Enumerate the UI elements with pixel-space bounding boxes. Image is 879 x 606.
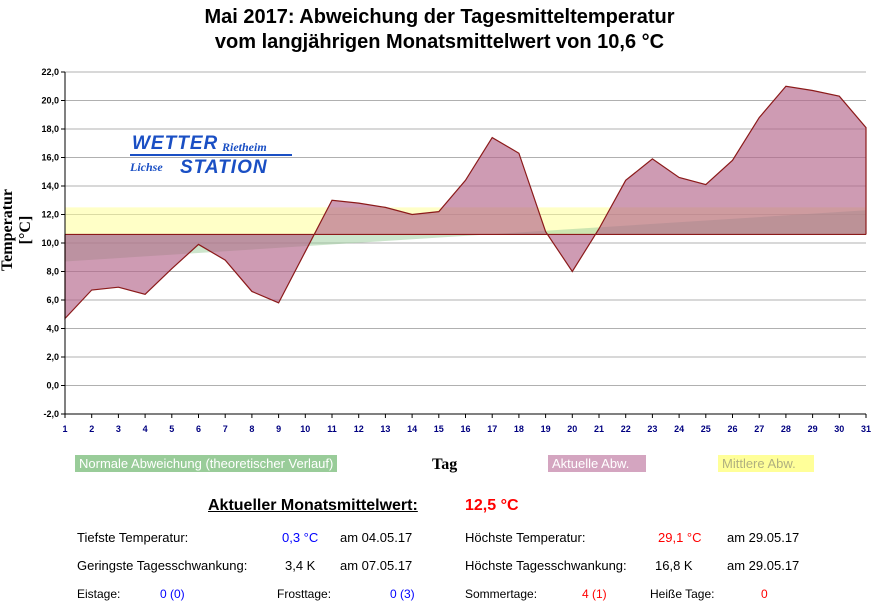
y-tick-label: 0,0 (46, 381, 59, 391)
mean-value: 12,5 °C (465, 497, 519, 514)
y-tick-label: -2,0 (43, 409, 59, 419)
y-tick-label: 18,0 (41, 124, 59, 134)
minswing-label: Geringste Tagesschwankung: (77, 558, 248, 573)
heiss-label: Heiße Tage: (650, 587, 715, 601)
chart-plot: -2,0 0,0 2,0 4,0 6,0 8,0 10,0 12,0 14,0 16,0 18,0 2… (41, 67, 871, 434)
heiss-value: 0 (761, 587, 768, 601)
mean-label: Aktueller Monatsmittelwert: (208, 497, 418, 514)
x-tick-label: 14 (407, 424, 417, 434)
actual-deviation-area (65, 86, 866, 319)
x-tick-label: 19 (541, 424, 551, 434)
x-tick-label: 31 (861, 424, 871, 434)
x-tick-label: 29 (808, 424, 818, 434)
x-tick-label: 11 (327, 424, 337, 434)
minswing-date: am 07.05.17 (340, 558, 413, 573)
x-tick-label: 2 (89, 424, 94, 434)
x-tick-label: 22 (621, 424, 631, 434)
x-tick-label: 18 (514, 424, 524, 434)
x-tick-label: 7 (223, 424, 228, 434)
max-label: Höchste Temperatur: (465, 530, 586, 545)
legend-normal: Normale Abweichung (theoretischer Verlau… (75, 455, 338, 472)
y-tick-label: 8,0 (46, 267, 59, 277)
chart-title-line2: vom langjährigen Monatsmittelwert von 10… (214, 31, 665, 53)
x-tick-label: 15 (434, 424, 444, 434)
x-tick-label: 5 (169, 424, 174, 434)
maxswing-value: 16,8 K (655, 558, 693, 573)
x-tick-label: 23 (647, 424, 657, 434)
x-tick-label: 17 (487, 424, 497, 434)
y-tick-label: 6,0 (46, 295, 59, 305)
maxswing-label: Höchste Tagesschwankung: (465, 558, 627, 573)
x-tick-label: 4 (143, 424, 148, 434)
wetterstation-logo: WETTER Rietheim Lichse STATION (128, 133, 298, 183)
x-tick-label: 16 (460, 424, 470, 434)
x-tick-label: 25 (701, 424, 711, 434)
sommer-label: Sommertage: (465, 587, 538, 601)
y-tick-label: 16,0 (41, 153, 59, 163)
y-tick-label: 22,0 (41, 67, 59, 77)
y-tick-label: 2,0 (46, 352, 59, 362)
min-value: 0,3 °C (282, 530, 319, 545)
x-tick-label: 20 (567, 424, 577, 434)
frost-value: 0 (3) (390, 587, 415, 601)
x-tick-label: 1 (62, 424, 67, 434)
x-tick-label: 9 (276, 424, 281, 434)
x-tick-label: 21 (594, 424, 604, 434)
frost-label: Frosttage: (277, 587, 332, 601)
x-tick-label: 26 (727, 424, 737, 434)
x-tick-label: 27 (754, 424, 764, 434)
x-tick-label: 8 (249, 424, 254, 434)
x-tick-label: 12 (354, 424, 364, 434)
minswing-value: 3,4 K (285, 558, 316, 573)
maxswing-date: am 29.05.17 (727, 558, 800, 573)
x-tick-label: 24 (674, 424, 684, 434)
y-tick-label: 10,0 (41, 238, 59, 248)
x-tick-label: 6 (196, 424, 201, 434)
y-tick-label: 20,0 (41, 96, 59, 106)
min-label: Tiefste Temperatur: (77, 530, 189, 545)
x-tick-label: 13 (380, 424, 390, 434)
y-tick-label: 4,0 (46, 324, 59, 334)
x-tick-label: 28 (781, 424, 791, 434)
y-axis-label: Temperatur [°C] (0, 188, 34, 272)
y-tick-label: 14,0 (41, 181, 59, 191)
legend-mean: Mittlere Abw. (718, 455, 814, 472)
chart-title-line1: Mai 2017: Abweichung der Tagesmitteltemp… (204, 6, 675, 28)
max-value: 29,1 °C (658, 530, 702, 545)
min-date: am 04.05.17 (340, 530, 413, 545)
legend-actual: Aktuelle Abw. (548, 455, 646, 472)
x-tick-label: 10 (300, 424, 310, 434)
eis-label: Eistage: (77, 587, 121, 601)
x-tick-label: 30 (834, 424, 844, 434)
x-tick-label: 3 (116, 424, 121, 434)
y-tick-label: 12,0 (41, 210, 59, 220)
sommer-value: 4 (1) (582, 587, 607, 601)
eis-value: 0 (0) (160, 587, 185, 601)
x-axis-label: Tag (432, 456, 458, 473)
max-date: am 29.05.17 (727, 530, 800, 545)
